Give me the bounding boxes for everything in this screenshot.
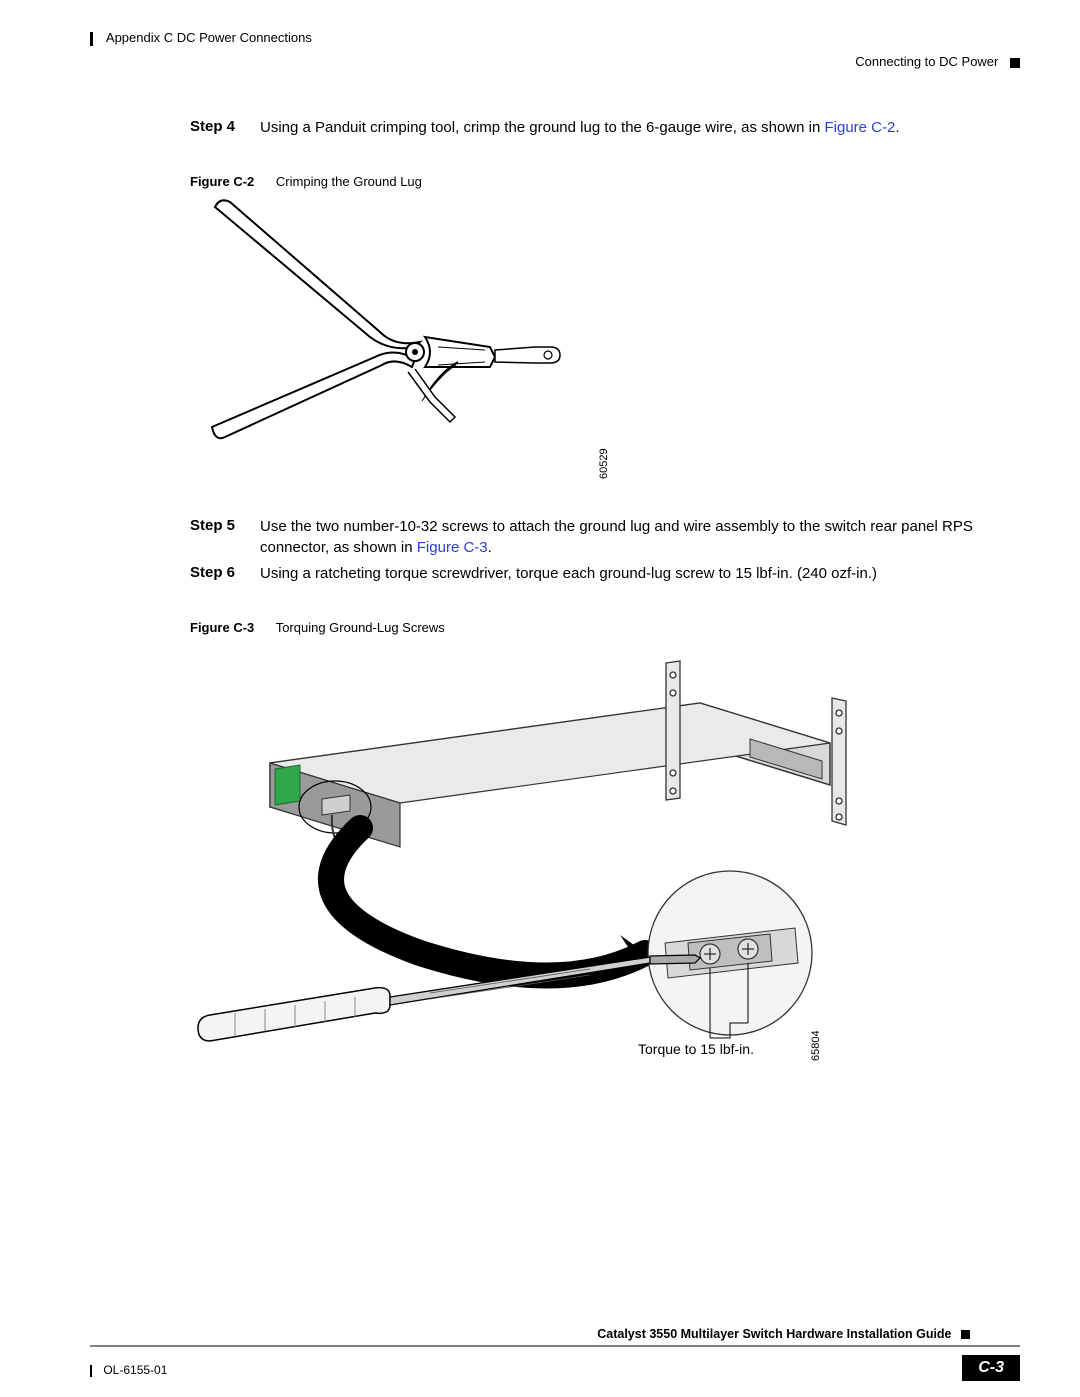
footer-doc-title: Catalyst 3550 Multilayer Switch Hardware…: [597, 1327, 970, 1341]
figure-c2-caption: Figure C-2 Crimping the Ground Lug: [190, 174, 1040, 189]
appendix-label: Appendix C DC Power Connections: [106, 30, 312, 45]
header-right: Connecting to DC Power: [855, 54, 1020, 69]
step-6: Step 6 Using a ratcheting torque screwdr…: [190, 564, 1040, 584]
figure-c3-label: Figure C-3: [190, 620, 254, 635]
page-footer: Catalyst 3550 Multilayer Switch Hardware…: [90, 1349, 1020, 1377]
figure-c3: Torque to 15 lbf-in. 65804: [190, 643, 1040, 1083]
step5-text-a: Use the two number-10-32 screws to attac…: [260, 518, 973, 555]
figure-c3-title: Torquing Ground-Lug Screws: [276, 620, 445, 635]
step-text: Using a ratcheting torque screwdriver, t…: [260, 564, 877, 584]
step-label: Step 6: [190, 564, 260, 584]
section-label: Connecting to DC Power: [855, 54, 998, 69]
footer-rule-mark: [90, 1365, 92, 1377]
step-4: Step 4 Using a Panduit crimping tool, cr…: [190, 118, 1040, 138]
header-square-icon: [1010, 58, 1020, 68]
figure-c3-caption: Figure C-3 Torquing Ground-Lug Screws: [190, 620, 1040, 635]
figure-ref-c2[interactable]: Figure C-2: [824, 119, 895, 136]
crimping-tool-icon: [190, 197, 610, 487]
footer-rule: [90, 1345, 1020, 1347]
figure-c2-number: 60529: [598, 449, 610, 480]
step4-text-a: Using a Panduit crimping tool, crimp the…: [260, 119, 824, 136]
step4-text-b: .: [895, 119, 899, 136]
step-label: Step 4: [190, 118, 260, 138]
figure-c2: 60529: [190, 197, 1040, 487]
doc-number-text: OL-6155-01: [103, 1363, 167, 1377]
footer-square-icon: [961, 1330, 970, 1339]
figure-c3-number: 65804: [810, 1030, 822, 1061]
doc-title-text: Catalyst 3550 Multilayer Switch Hardware…: [597, 1327, 951, 1341]
header-left: Appendix C DC Power Connections: [90, 30, 312, 46]
page-root: Appendix C DC Power Connections Connecti…: [0, 0, 1080, 1397]
page-header: Appendix C DC Power Connections Connecti…: [90, 30, 1020, 78]
step-text: Using a Panduit crimping tool, crimp the…: [260, 118, 900, 138]
step5-text-b: .: [488, 539, 492, 556]
footer-doc-number: OL-6155-01: [90, 1363, 167, 1377]
step-label: Step 5: [190, 517, 260, 558]
torquing-illustration-icon: [190, 643, 870, 1073]
figure-c2-label: Figure C-2: [190, 174, 254, 189]
header-rule: [90, 32, 93, 46]
torque-annotation: Torque to 15 lbf-in.: [638, 1041, 754, 1057]
page-number: C-3: [962, 1355, 1020, 1381]
step-5: Step 5 Use the two number-10-32 screws t…: [190, 517, 1040, 558]
content-area: Step 4 Using a Panduit crimping tool, cr…: [190, 118, 1040, 1113]
figure-c2-title: Crimping the Ground Lug: [276, 174, 422, 189]
figure-ref-c3[interactable]: Figure C-3: [417, 539, 488, 556]
step-text: Use the two number-10-32 screws to attac…: [260, 517, 1040, 558]
